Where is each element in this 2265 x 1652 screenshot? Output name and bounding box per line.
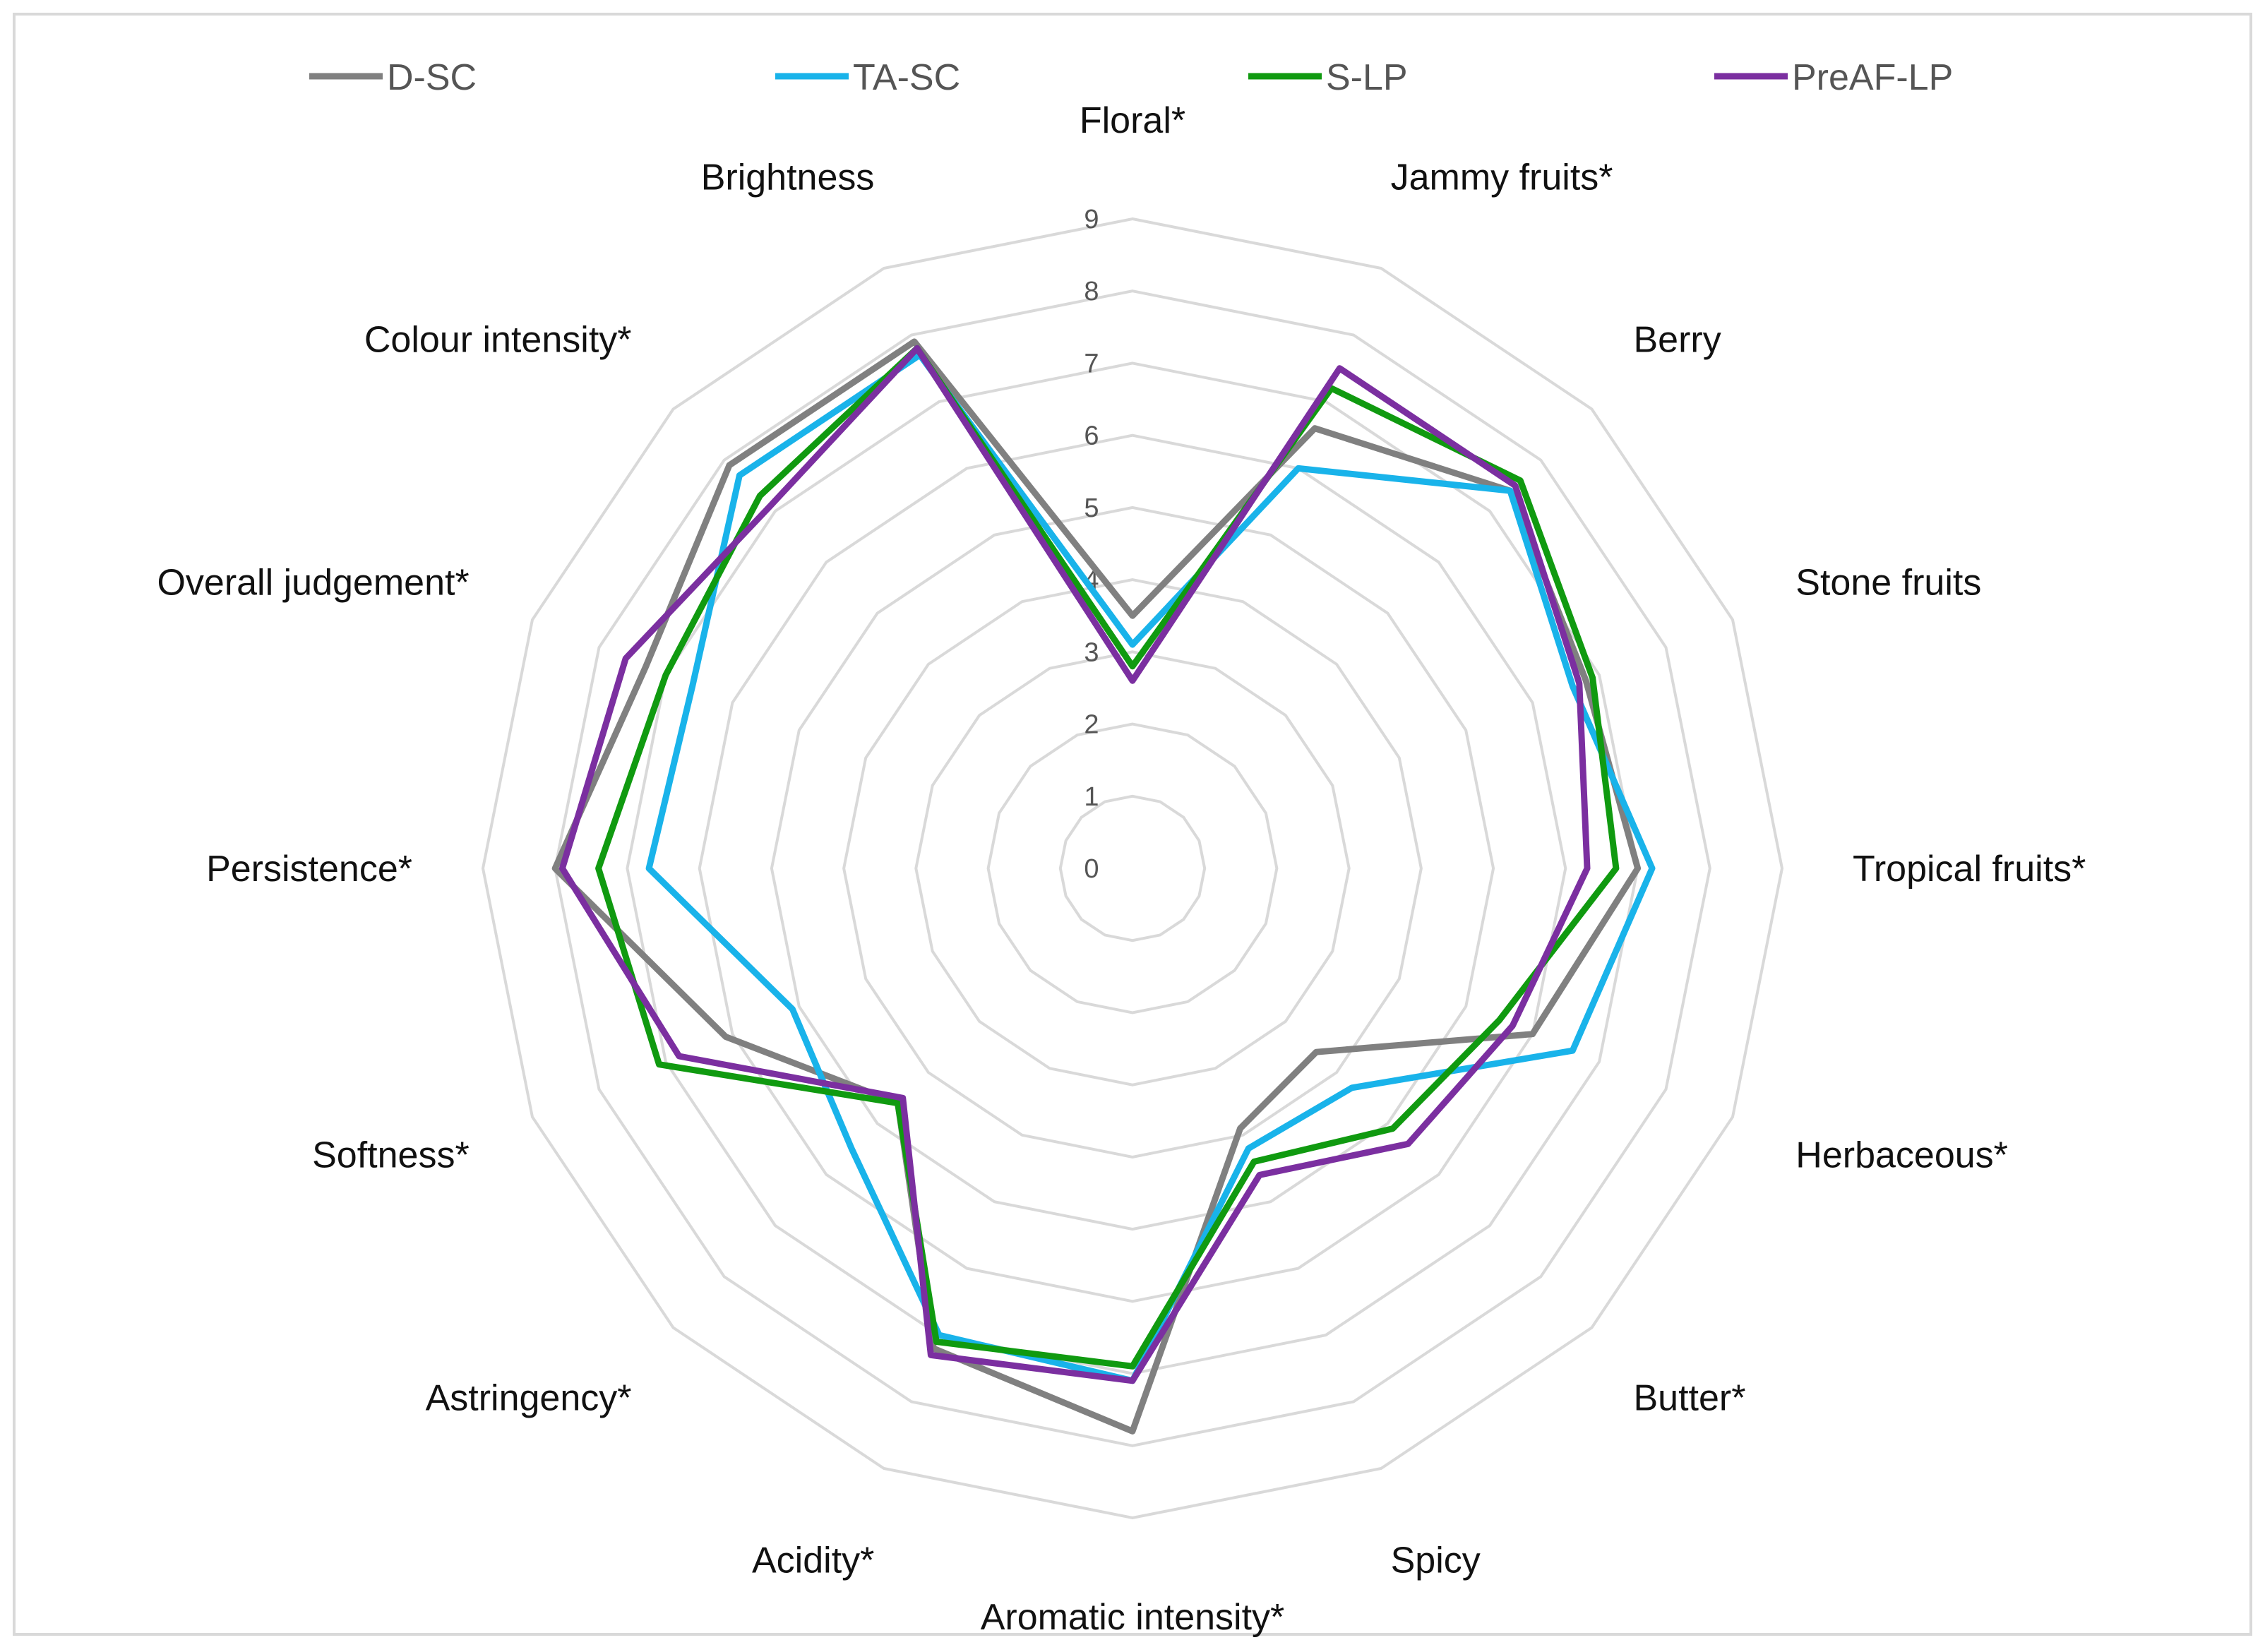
grid-ring [554,289,1711,1447]
grid-ring [770,505,1495,1231]
tick-label: 3 [1084,638,1099,667]
axis-label: Overall judgement* [157,562,469,603]
tick-label: 2 [1084,710,1099,740]
grid-ring [481,217,1784,1520]
tick-label: 1 [1084,782,1099,812]
axis-label: Persistence* [206,849,412,890]
legend-label: S-LP [1326,57,1408,98]
series-layer [551,338,1656,1435]
axis-label: Herbaceous* [1795,1135,2008,1176]
tick-label: 6 [1084,421,1099,451]
axis-label: Colour intensity* [364,320,632,361]
axis-label: Spicy [1391,1540,1481,1581]
grid-ring [698,433,1567,1303]
tick-label: 5 [1084,493,1099,523]
axis-label: Astringency* [426,1378,632,1419]
axis-label: Stone fruits [1795,562,1981,603]
grid-ring [986,722,1279,1014]
tick-label: 0 [1084,854,1099,884]
axis-label: Jammy fruits* [1391,157,1613,198]
tick-label: 9 [1084,205,1099,234]
axis-label: Floral* [1080,100,1185,141]
axis-label: Tropical fruits* [1853,849,2086,890]
legend-label: PreAF-LP [1792,57,1953,98]
axis-label: Berry [1634,320,1721,361]
grid-ring [842,578,1423,1159]
tick-label: 7 [1084,349,1099,378]
axis-label: Softness* [312,1135,470,1176]
grid-ring [914,650,1351,1087]
series-line-s-lp [595,345,1620,1370]
axis-label: Brightness [701,157,875,198]
axis-label: Butter* [1634,1378,1746,1419]
axis-label: Acidity* [752,1540,874,1581]
series-line-preaf-lp [558,345,1591,1384]
legend-label: TA-SC [853,57,960,98]
legend-label: D-SC [387,57,477,98]
tick-label: 8 [1084,277,1099,306]
plot-frame [13,13,2252,1636]
grid-ring [1058,794,1207,942]
axis-label-layer: Floral* Jammy fruits* Berry Stone fruits Tro… [157,100,2086,1638]
legend: D-SC TA-SC S-LP PreAF-LP [309,57,1953,98]
axis-label: Aromatic intensity* [981,1597,1285,1638]
